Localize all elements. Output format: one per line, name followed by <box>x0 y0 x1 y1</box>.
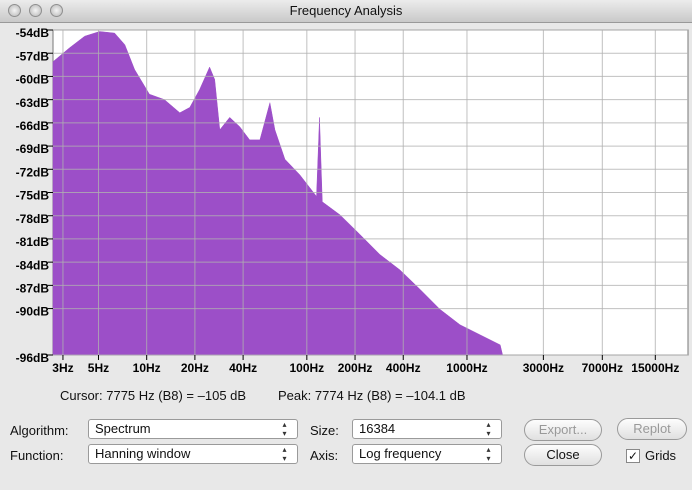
size-label: Size: <box>310 423 339 438</box>
y-tick-label: -87dB <box>16 282 50 296</box>
x-tick-label: 1000Hz <box>446 361 487 375</box>
axis-select[interactable]: Log frequency <box>352 444 502 464</box>
axis-label: Axis: <box>310 448 339 463</box>
y-tick-label: -84dB <box>16 258 50 272</box>
y-tick-label: -57dB <box>16 49 50 63</box>
y-tick-label: -60dB <box>16 73 50 87</box>
cursor-readout: Cursor: 7775 Hz (B8) = –105 dB <box>60 388 247 403</box>
size-select[interactable]: 16384 <box>352 419 502 439</box>
close-button[interactable]: Close <box>524 444 602 466</box>
x-tick-label: 100Hz <box>289 361 324 375</box>
x-tick-label: 200Hz <box>338 361 373 375</box>
y-tick-label: -72dB <box>16 165 50 179</box>
close-light[interactable] <box>8 4 21 17</box>
algorithm-select[interactable]: Spectrum <box>88 419 298 439</box>
y-tick-label: -96dB <box>16 351 50 365</box>
x-tick-label: 3000Hz <box>523 361 564 375</box>
title-bar: Frequency Analysis <box>0 0 692 23</box>
grids-checkbox[interactable]: ✓ <box>626 449 640 463</box>
zoom-light[interactable] <box>50 4 63 17</box>
y-tick-label: -90dB <box>16 305 50 319</box>
spectrum-area <box>52 31 503 356</box>
grids-label: Grids <box>645 448 677 463</box>
x-tick-label: 15000Hz <box>631 361 679 375</box>
y-tick-label: -75dB <box>16 189 50 203</box>
x-tick-label: 20Hz <box>181 361 209 375</box>
y-tick-label: -63dB <box>16 96 50 110</box>
x-tick-label: 10Hz <box>133 361 161 375</box>
function-select[interactable]: Hanning window <box>88 444 298 464</box>
spectrum-chart: -54dB -57dB -60dB -63dB -66dB -69dB -72dB -75dB… <box>16 26 689 375</box>
y-tick-label: -81dB <box>16 235 50 249</box>
window-title: Frequency Analysis <box>289 3 403 18</box>
x-tick-label: 400Hz <box>386 361 421 375</box>
minimize-light[interactable] <box>29 4 42 17</box>
x-tick-label: 7000Hz <box>582 361 623 375</box>
y-tick-label: -78dB <box>16 212 50 226</box>
export-button[interactable]: Export... <box>524 419 602 441</box>
algorithm-label: Algorithm: <box>10 423 69 438</box>
replot-button[interactable]: Replot <box>617 418 687 440</box>
x-tick-label: 5Hz <box>88 361 109 375</box>
x-tick-label: 3Hz <box>52 361 73 375</box>
function-label: Function: <box>10 448 64 463</box>
y-tick-label: -66dB <box>16 119 50 133</box>
y-tick-label: -54dB <box>16 26 50 40</box>
x-tick-label: 40Hz <box>229 361 257 375</box>
y-tick-label: -69dB <box>16 142 50 156</box>
peak-readout: Peak: 7774 Hz (B8) = –104.1 dB <box>278 388 466 403</box>
